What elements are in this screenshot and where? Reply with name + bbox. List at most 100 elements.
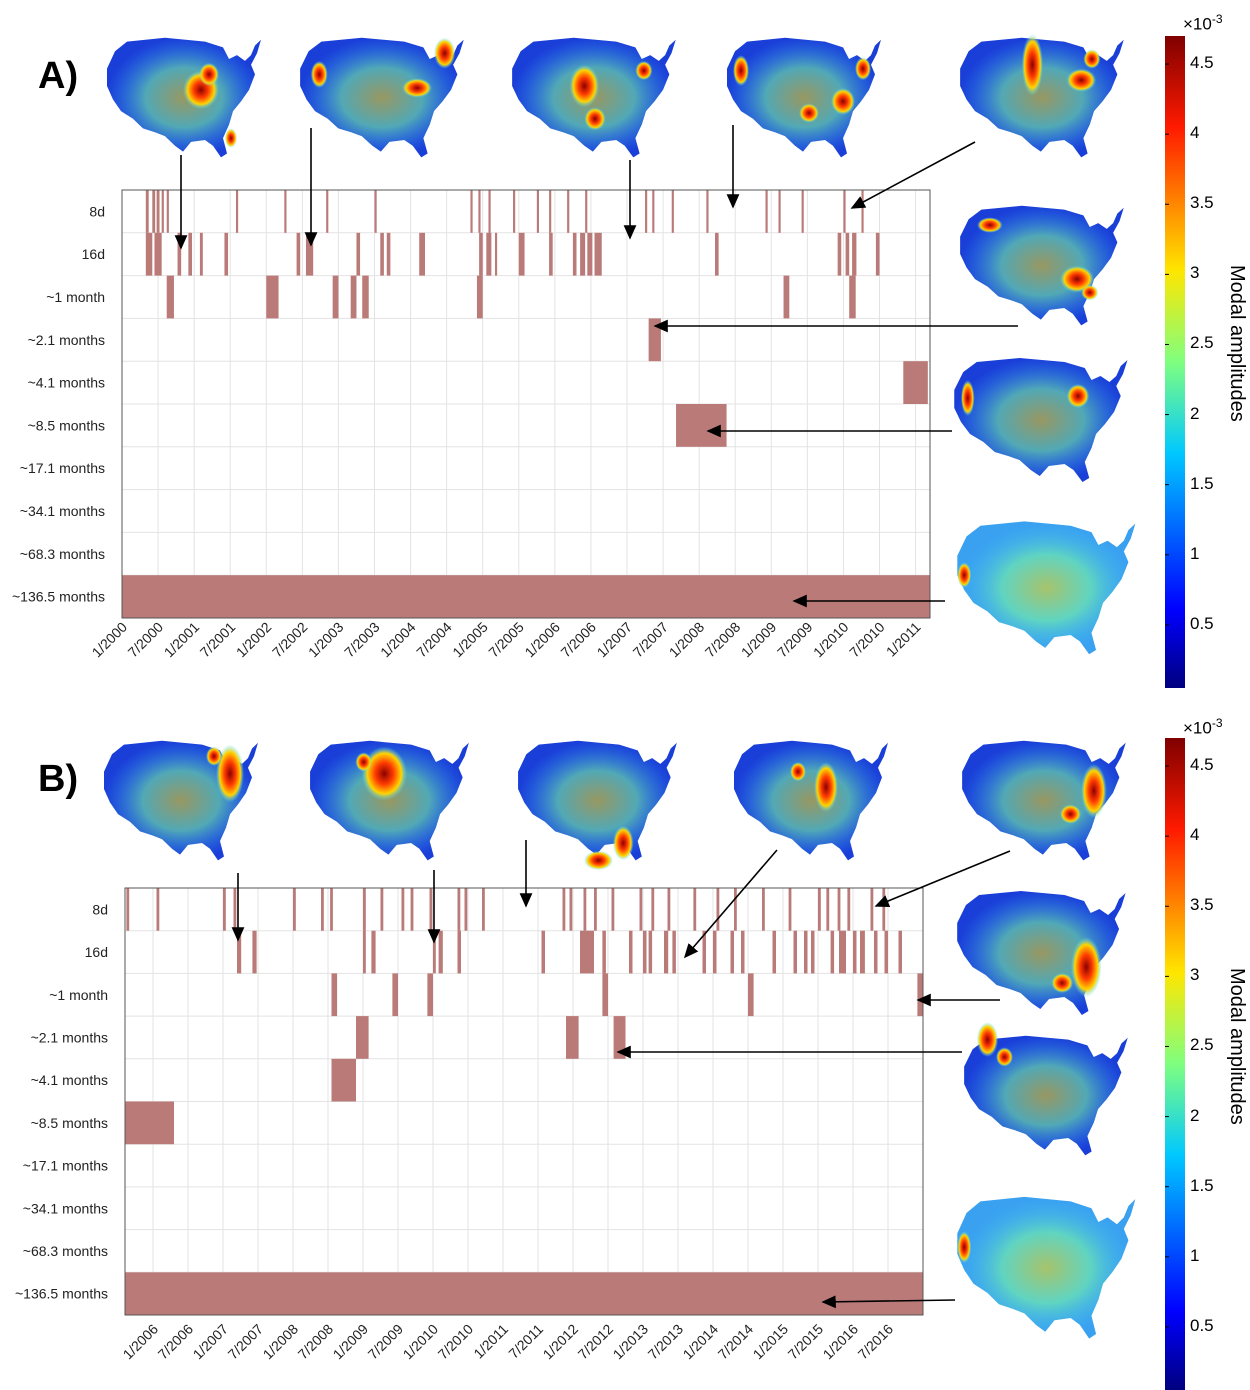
hotspot bbox=[1059, 804, 1082, 824]
x-tick-label: 7/2014 bbox=[715, 1321, 757, 1363]
colorbar-tick-label: 3.5 bbox=[1190, 895, 1214, 915]
active-cell bbox=[166, 275, 174, 319]
x-tick-label: 7/2001 bbox=[197, 619, 239, 661]
active-cell bbox=[293, 888, 296, 931]
active-cell bbox=[145, 190, 149, 233]
us-map-shade bbox=[518, 740, 677, 861]
colorbar-title-a: Modal amplitudes bbox=[1226, 265, 1248, 422]
row-label: ~1 month bbox=[49, 987, 108, 1003]
active-cell bbox=[804, 930, 808, 974]
us-map-shade bbox=[957, 891, 1126, 1015]
hotspot bbox=[855, 57, 871, 81]
active-cell bbox=[326, 190, 329, 233]
active-cell bbox=[145, 232, 153, 276]
colorbar-tick-label: 3 bbox=[1190, 965, 1200, 985]
x-tick-label: 1/2006 bbox=[521, 619, 563, 661]
active-cell bbox=[861, 190, 864, 233]
hotspot bbox=[1066, 68, 1097, 92]
active-cell bbox=[783, 275, 790, 319]
us-map-3 bbox=[512, 37, 676, 158]
x-tick-label: 7/2007 bbox=[630, 619, 672, 661]
active-cell bbox=[648, 318, 661, 362]
x-tick-label: 1/2000 bbox=[89, 619, 131, 661]
row-label: ~68.3 months bbox=[23, 1243, 108, 1259]
active-cell bbox=[224, 232, 229, 276]
hotspot bbox=[569, 64, 600, 108]
us-map-4 bbox=[727, 37, 881, 158]
us-map-16 bbox=[957, 1196, 1136, 1339]
row-label: ~8.5 months bbox=[31, 1115, 108, 1131]
active-cell bbox=[811, 930, 815, 974]
active-cell bbox=[580, 232, 586, 276]
hotspot bbox=[612, 825, 634, 861]
plot-frame bbox=[124, 887, 924, 1316]
row-label: ~34.1 months bbox=[23, 1200, 108, 1216]
x-tick-label: 7/2012 bbox=[575, 1321, 617, 1363]
active-cell bbox=[392, 973, 398, 1017]
x-tick-label: 1/2003 bbox=[305, 619, 347, 661]
active-cell bbox=[566, 1016, 579, 1059]
active-cell bbox=[188, 232, 192, 276]
hotspot bbox=[225, 128, 237, 148]
active-cell bbox=[199, 232, 203, 276]
active-cell bbox=[651, 888, 655, 931]
active-cell bbox=[847, 888, 851, 931]
x-tick-label: 1/2001 bbox=[161, 619, 203, 661]
active-cell bbox=[639, 888, 643, 931]
active-cell bbox=[870, 888, 874, 931]
hotspot bbox=[402, 78, 432, 98]
active-cell bbox=[457, 888, 461, 931]
active-cell bbox=[788, 888, 792, 931]
active-cell bbox=[482, 888, 485, 931]
x-tick-label: 1/2016 bbox=[820, 1321, 862, 1363]
us-map-shade bbox=[727, 37, 881, 158]
x-tick-label: 7/2010 bbox=[435, 1321, 477, 1363]
hotspot bbox=[799, 103, 819, 123]
active-cell bbox=[433, 930, 436, 974]
hotspot bbox=[216, 744, 244, 803]
active-cell bbox=[602, 973, 608, 1017]
colorbar-tick-label: 1.5 bbox=[1190, 1175, 1214, 1195]
colorbar-title-b: Modal amplitudes bbox=[1226, 968, 1248, 1125]
active-cell bbox=[706, 190, 709, 233]
us-map-2 bbox=[300, 37, 464, 158]
x-tick-label: 1/2012 bbox=[540, 1321, 582, 1363]
active-cell bbox=[676, 404, 727, 447]
colorbar-tick-label: 4 bbox=[1190, 825, 1200, 845]
active-cell bbox=[652, 190, 655, 233]
x-tick-label: 1/2014 bbox=[680, 1321, 722, 1363]
x-tick-label: 1/2011 bbox=[470, 1321, 511, 1362]
active-cell bbox=[330, 888, 333, 931]
x-tick-label: 7/2003 bbox=[341, 619, 383, 661]
active-cell bbox=[126, 888, 130, 931]
us-map-shade bbox=[734, 740, 888, 861]
active-cell bbox=[648, 930, 653, 974]
active-cell bbox=[762, 888, 765, 931]
hotspot bbox=[957, 562, 972, 588]
active-cell bbox=[166, 190, 169, 233]
active-cell bbox=[305, 232, 314, 276]
colorbar-a bbox=[1165, 36, 1185, 688]
us-map-shade bbox=[954, 358, 1128, 482]
hotspot bbox=[199, 62, 219, 86]
active-cell bbox=[380, 888, 384, 931]
active-cell bbox=[567, 190, 570, 233]
active-cell bbox=[252, 930, 257, 974]
hotspot bbox=[434, 37, 456, 69]
colorbar-tick-label: 0.5 bbox=[1190, 1315, 1214, 1335]
row-label: ~17.1 months bbox=[23, 1158, 108, 1174]
active-cell bbox=[845, 232, 850, 276]
active-cell bbox=[156, 190, 160, 233]
hotspot bbox=[635, 60, 653, 81]
hotspot bbox=[996, 1047, 1013, 1067]
active-cell bbox=[716, 888, 720, 931]
active-cell bbox=[331, 973, 338, 1017]
active-cell bbox=[839, 930, 846, 974]
active-cell bbox=[374, 190, 377, 233]
active-cell bbox=[734, 888, 737, 931]
active-cell bbox=[371, 930, 376, 974]
active-cell bbox=[852, 232, 857, 276]
active-cell bbox=[875, 232, 880, 276]
row-label: ~1 month bbox=[46, 289, 105, 305]
